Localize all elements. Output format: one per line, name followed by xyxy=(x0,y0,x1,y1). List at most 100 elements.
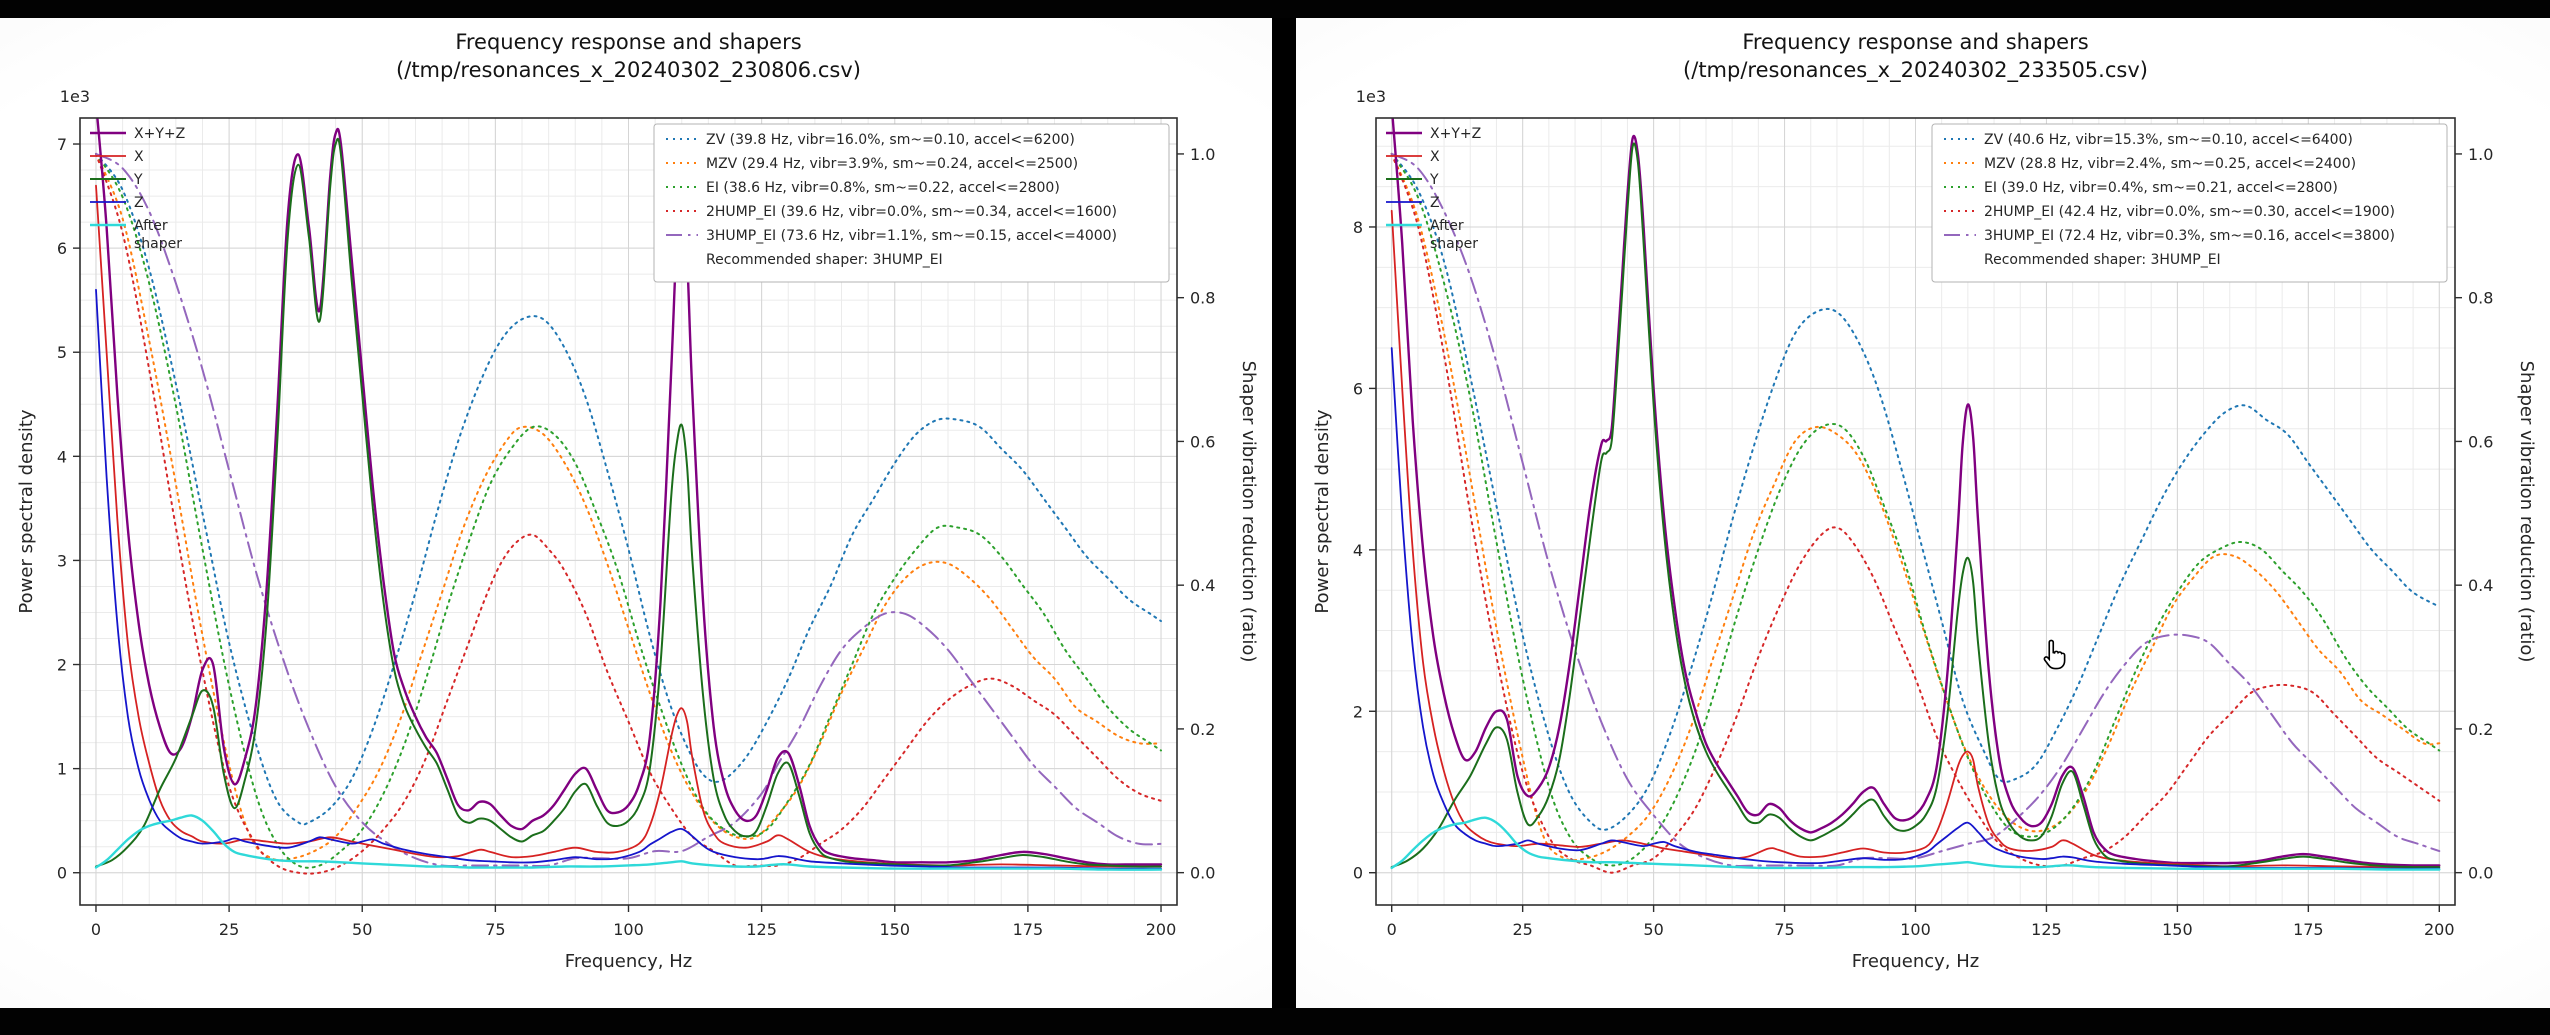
chart-panel-1: Frequency response and shapers (/tmp/res… xyxy=(0,0,1272,1035)
recommended-shaper-text: Recommended shaper: 3HUMP_EI xyxy=(706,252,943,268)
chart-subtitle: (/tmp/resonances_x_20240302_233505.csv) xyxy=(1683,58,2148,82)
series-shaper-2HUMP_EI xyxy=(95,152,1162,875)
svg-text:MZV (29.4 Hz, vibr=3.9%, sm~=0: MZV (29.4 Hz, vibr=3.9%, sm~=0.24, accel… xyxy=(706,156,1078,172)
y-axis-label: Power spectral density xyxy=(1312,409,1333,613)
frequency-response-plot-2: 0 25 50 75 100 125 150 175 200 0 2 4 6 8 0.0 0.2 0.4 0.6 0… xyxy=(1312,87,2537,972)
svg-text:0.6: 0.6 xyxy=(2468,432,2493,451)
svg-text:0: 0 xyxy=(1387,920,1397,939)
svg-text:6: 6 xyxy=(57,239,67,258)
svg-text:Y: Y xyxy=(133,172,143,188)
major-grid xyxy=(80,118,1177,905)
svg-text:After: After xyxy=(1430,218,1464,234)
svg-text:4: 4 xyxy=(1353,541,1363,560)
svg-text:200: 200 xyxy=(2424,920,2455,939)
svg-text:6: 6 xyxy=(1353,379,1363,398)
axis-scale-note: 1e3 xyxy=(1356,87,1386,106)
svg-text:7: 7 xyxy=(57,135,67,154)
svg-text:175: 175 xyxy=(2293,920,2324,939)
svg-text:200: 200 xyxy=(1146,920,1177,939)
x-axis-label: Frequency, Hz xyxy=(565,951,692,972)
svg-text:125: 125 xyxy=(2031,920,2062,939)
axis-ticks xyxy=(1369,153,2462,912)
svg-text:2: 2 xyxy=(57,656,67,675)
svg-text:75: 75 xyxy=(485,920,505,939)
svg-text:0.4: 0.4 xyxy=(1190,576,1215,595)
svg-text:5: 5 xyxy=(57,343,67,362)
svg-text:25: 25 xyxy=(219,920,239,939)
chart-panel-2: Frequency response and shapers (/tmp/res… xyxy=(1296,0,2550,1035)
svg-text:25: 25 xyxy=(1512,920,1532,939)
series-shaper-ZV xyxy=(1390,152,2441,831)
svg-text:ZV (39.8 Hz, vibr=16.0%, sm~=0: ZV (39.8 Hz, vibr=16.0%, sm~=0.10, accel… xyxy=(706,132,1075,148)
top-letterbox-bar xyxy=(0,0,2550,18)
svg-text:Z: Z xyxy=(134,195,144,211)
svg-text:0: 0 xyxy=(57,864,67,883)
svg-text:Y: Y xyxy=(1429,172,1439,188)
chart-title: Frequency response and shapers xyxy=(1742,30,2089,54)
svg-text:3HUMP_EI (72.4 Hz, vibr=0.3%,: 3HUMP_EI (72.4 Hz, vibr=0.3%, sm~=0.16, … xyxy=(1984,228,2395,244)
bottom-letterbox-bar xyxy=(0,1008,2550,1035)
recommended-shaper-text: Recommended shaper: 3HUMP_EI xyxy=(1984,252,2221,268)
series-psd-Z xyxy=(95,288,1162,870)
series-psd-After-shaper xyxy=(1390,816,2441,871)
svg-text:0.0: 0.0 xyxy=(1190,864,1215,883)
series-psd-X xyxy=(1390,209,2441,869)
series-shaper-MZV xyxy=(1390,152,2441,862)
series-psd-X xyxy=(95,184,1162,868)
svg-text:8: 8 xyxy=(1353,218,1363,237)
chart-subtitle: (/tmp/resonances_x_20240302_230806.csv) xyxy=(396,58,861,82)
axis-ticks xyxy=(73,143,1184,912)
series-psd-X+Y+Z xyxy=(96,118,1163,866)
svg-text:X+Y+Z: X+Y+Z xyxy=(134,126,185,142)
svg-text:2: 2 xyxy=(1353,702,1363,721)
series-psd-Z xyxy=(1390,347,2441,870)
svg-text:0: 0 xyxy=(1353,864,1363,883)
shaper-legend-box xyxy=(653,123,1170,283)
svg-text:50: 50 xyxy=(1643,920,1663,939)
svg-text:4: 4 xyxy=(57,447,67,466)
x-axis-label: Frequency, Hz xyxy=(1852,951,1979,972)
svg-text:1.0: 1.0 xyxy=(1190,145,1215,164)
svg-text:100: 100 xyxy=(1900,920,1931,939)
frequency-response-plot-1: 0 25 50 75 100 125 150 175 200 0 1 2 3 4 5 6 7 0.0 0.2 0.4 0… xyxy=(16,87,1259,972)
svg-text:0.2: 0.2 xyxy=(1190,720,1215,739)
svg-text:150: 150 xyxy=(879,920,910,939)
svg-text:100: 100 xyxy=(613,920,644,939)
svg-text:X: X xyxy=(134,149,144,165)
series-psd-After-shaper xyxy=(94,814,1163,871)
svg-text:1.0: 1.0 xyxy=(2468,145,2493,164)
svg-text:75: 75 xyxy=(1774,920,1794,939)
chart-title: Frequency response and shapers xyxy=(455,30,802,54)
svg-text:0.0: 0.0 xyxy=(2468,864,2493,883)
svg-text:1: 1 xyxy=(57,760,67,779)
series-shaper-ZV xyxy=(95,152,1162,826)
svg-text:3: 3 xyxy=(57,551,67,570)
svg-text:ZV (40.6 Hz, vibr=15.3%, sm~=0: ZV (40.6 Hz, vibr=15.3%, sm~=0.10, accel… xyxy=(1984,132,2353,148)
y2-axis-label: Shaper vibration reduction (ratio) xyxy=(1238,361,1259,663)
series-psd-Y xyxy=(95,137,1162,868)
series-psd-X+Y+Z xyxy=(1391,118,2441,867)
svg-text:3HUMP_EI (73.6 Hz, vibr=1.1%,: 3HUMP_EI (73.6 Hz, vibr=1.1%, sm~=0.15, … xyxy=(706,228,1117,244)
svg-text:0.2: 0.2 xyxy=(2468,720,2493,739)
y2-axis-label: Shaper vibration reduction (ratio) xyxy=(2516,361,2537,663)
svg-text:MZV (28.8 Hz, vibr=2.4%, sm~=0: MZV (28.8 Hz, vibr=2.4%, sm~=0.25, accel… xyxy=(1984,156,2356,172)
svg-text:2HUMP_EI (42.4 Hz, vibr=0.0%,: 2HUMP_EI (42.4 Hz, vibr=0.0%, sm~=0.30, … xyxy=(1984,204,2395,220)
svg-text:2HUMP_EI (39.6 Hz, vibr=0.0%,: 2HUMP_EI (39.6 Hz, vibr=0.0%, sm~=0.34, … xyxy=(706,204,1117,220)
series-shaper-2HUMP_EI xyxy=(1390,152,2441,874)
y-axis-label: Power spectral density xyxy=(16,409,37,613)
svg-text:175: 175 xyxy=(1013,920,1044,939)
shaper-legend-box xyxy=(1931,123,2448,283)
svg-text:EI (39.0 Hz, vibr=0.4%, sm~=0.: EI (39.0 Hz, vibr=0.4%, sm~=0.21, accel<… xyxy=(1984,180,2338,196)
svg-text:0: 0 xyxy=(91,920,101,939)
series-shaper-EI xyxy=(95,152,1162,869)
series-shaper-3HUMP_EI xyxy=(1390,152,2441,868)
svg-text:Z: Z xyxy=(1430,195,1440,211)
series-shaper-EI xyxy=(1390,152,2441,867)
series-shaper-3HUMP_EI xyxy=(95,152,1162,868)
hand-cursor-icon xyxy=(2043,639,2066,670)
svg-text:0.8: 0.8 xyxy=(1190,289,1215,308)
svg-text:0.8: 0.8 xyxy=(2468,289,2493,308)
series-psd-Y xyxy=(1390,142,2441,869)
svg-text:shaper: shaper xyxy=(1430,236,1478,252)
